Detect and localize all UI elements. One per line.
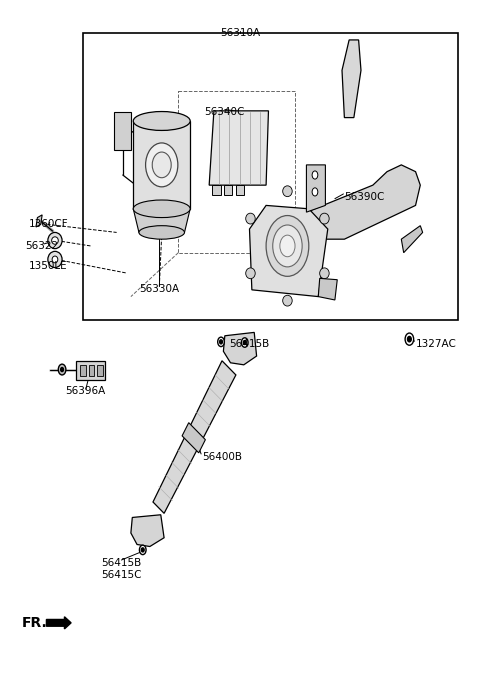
Ellipse shape <box>246 268 255 279</box>
Ellipse shape <box>320 213 329 224</box>
Polygon shape <box>236 185 244 195</box>
Ellipse shape <box>280 235 295 257</box>
Polygon shape <box>342 40 361 118</box>
Text: 1360CF: 1360CF <box>29 219 69 229</box>
Polygon shape <box>318 279 337 300</box>
Text: 1327AC: 1327AC <box>416 339 456 349</box>
Bar <box>80 366 86 377</box>
Ellipse shape <box>320 268 329 279</box>
Polygon shape <box>306 165 420 239</box>
Ellipse shape <box>152 152 171 178</box>
Circle shape <box>60 368 63 372</box>
Polygon shape <box>131 515 164 547</box>
Text: 56322: 56322 <box>25 240 59 251</box>
Text: 56396A: 56396A <box>66 386 106 396</box>
Polygon shape <box>114 112 132 150</box>
Ellipse shape <box>133 200 190 217</box>
Text: 56415C: 56415C <box>101 570 142 580</box>
FancyArrow shape <box>47 617 71 629</box>
Circle shape <box>219 340 222 344</box>
Circle shape <box>241 338 248 347</box>
Bar <box>89 366 95 377</box>
Circle shape <box>243 340 246 345</box>
Text: 56390C: 56390C <box>344 192 385 202</box>
Circle shape <box>405 333 414 345</box>
Ellipse shape <box>266 216 309 276</box>
Polygon shape <box>76 361 105 380</box>
Ellipse shape <box>48 251 62 268</box>
Circle shape <box>141 548 144 552</box>
Ellipse shape <box>246 213 255 224</box>
Ellipse shape <box>145 143 178 187</box>
Polygon shape <box>306 165 325 212</box>
Polygon shape <box>133 121 190 209</box>
Ellipse shape <box>139 225 184 239</box>
Polygon shape <box>133 209 190 232</box>
Polygon shape <box>224 185 232 195</box>
Polygon shape <box>182 423 205 453</box>
Ellipse shape <box>133 112 190 131</box>
Polygon shape <box>153 361 236 513</box>
Ellipse shape <box>283 296 292 306</box>
Text: 56415B: 56415B <box>229 339 270 349</box>
Circle shape <box>58 364 66 375</box>
Ellipse shape <box>52 237 58 244</box>
Text: 56400B: 56400B <box>202 452 242 462</box>
Ellipse shape <box>283 186 292 197</box>
Polygon shape <box>401 225 423 253</box>
Polygon shape <box>36 215 42 227</box>
Bar <box>97 366 103 377</box>
Circle shape <box>408 336 411 342</box>
Polygon shape <box>212 185 220 195</box>
Text: 56415B: 56415B <box>101 558 142 568</box>
Ellipse shape <box>312 188 318 196</box>
Text: 56310A: 56310A <box>220 29 260 38</box>
Polygon shape <box>209 111 268 185</box>
Polygon shape <box>223 332 257 365</box>
Text: 1350LE: 1350LE <box>29 261 68 271</box>
Ellipse shape <box>273 225 302 267</box>
Circle shape <box>218 337 224 347</box>
Polygon shape <box>250 206 328 297</box>
Ellipse shape <box>312 171 318 179</box>
Text: FR.: FR. <box>22 616 48 630</box>
Ellipse shape <box>48 232 62 249</box>
Circle shape <box>139 545 146 554</box>
Bar <box>84 33 458 320</box>
Text: 56330A: 56330A <box>139 285 180 294</box>
Ellipse shape <box>52 256 58 263</box>
Text: 56340C: 56340C <box>204 108 245 117</box>
